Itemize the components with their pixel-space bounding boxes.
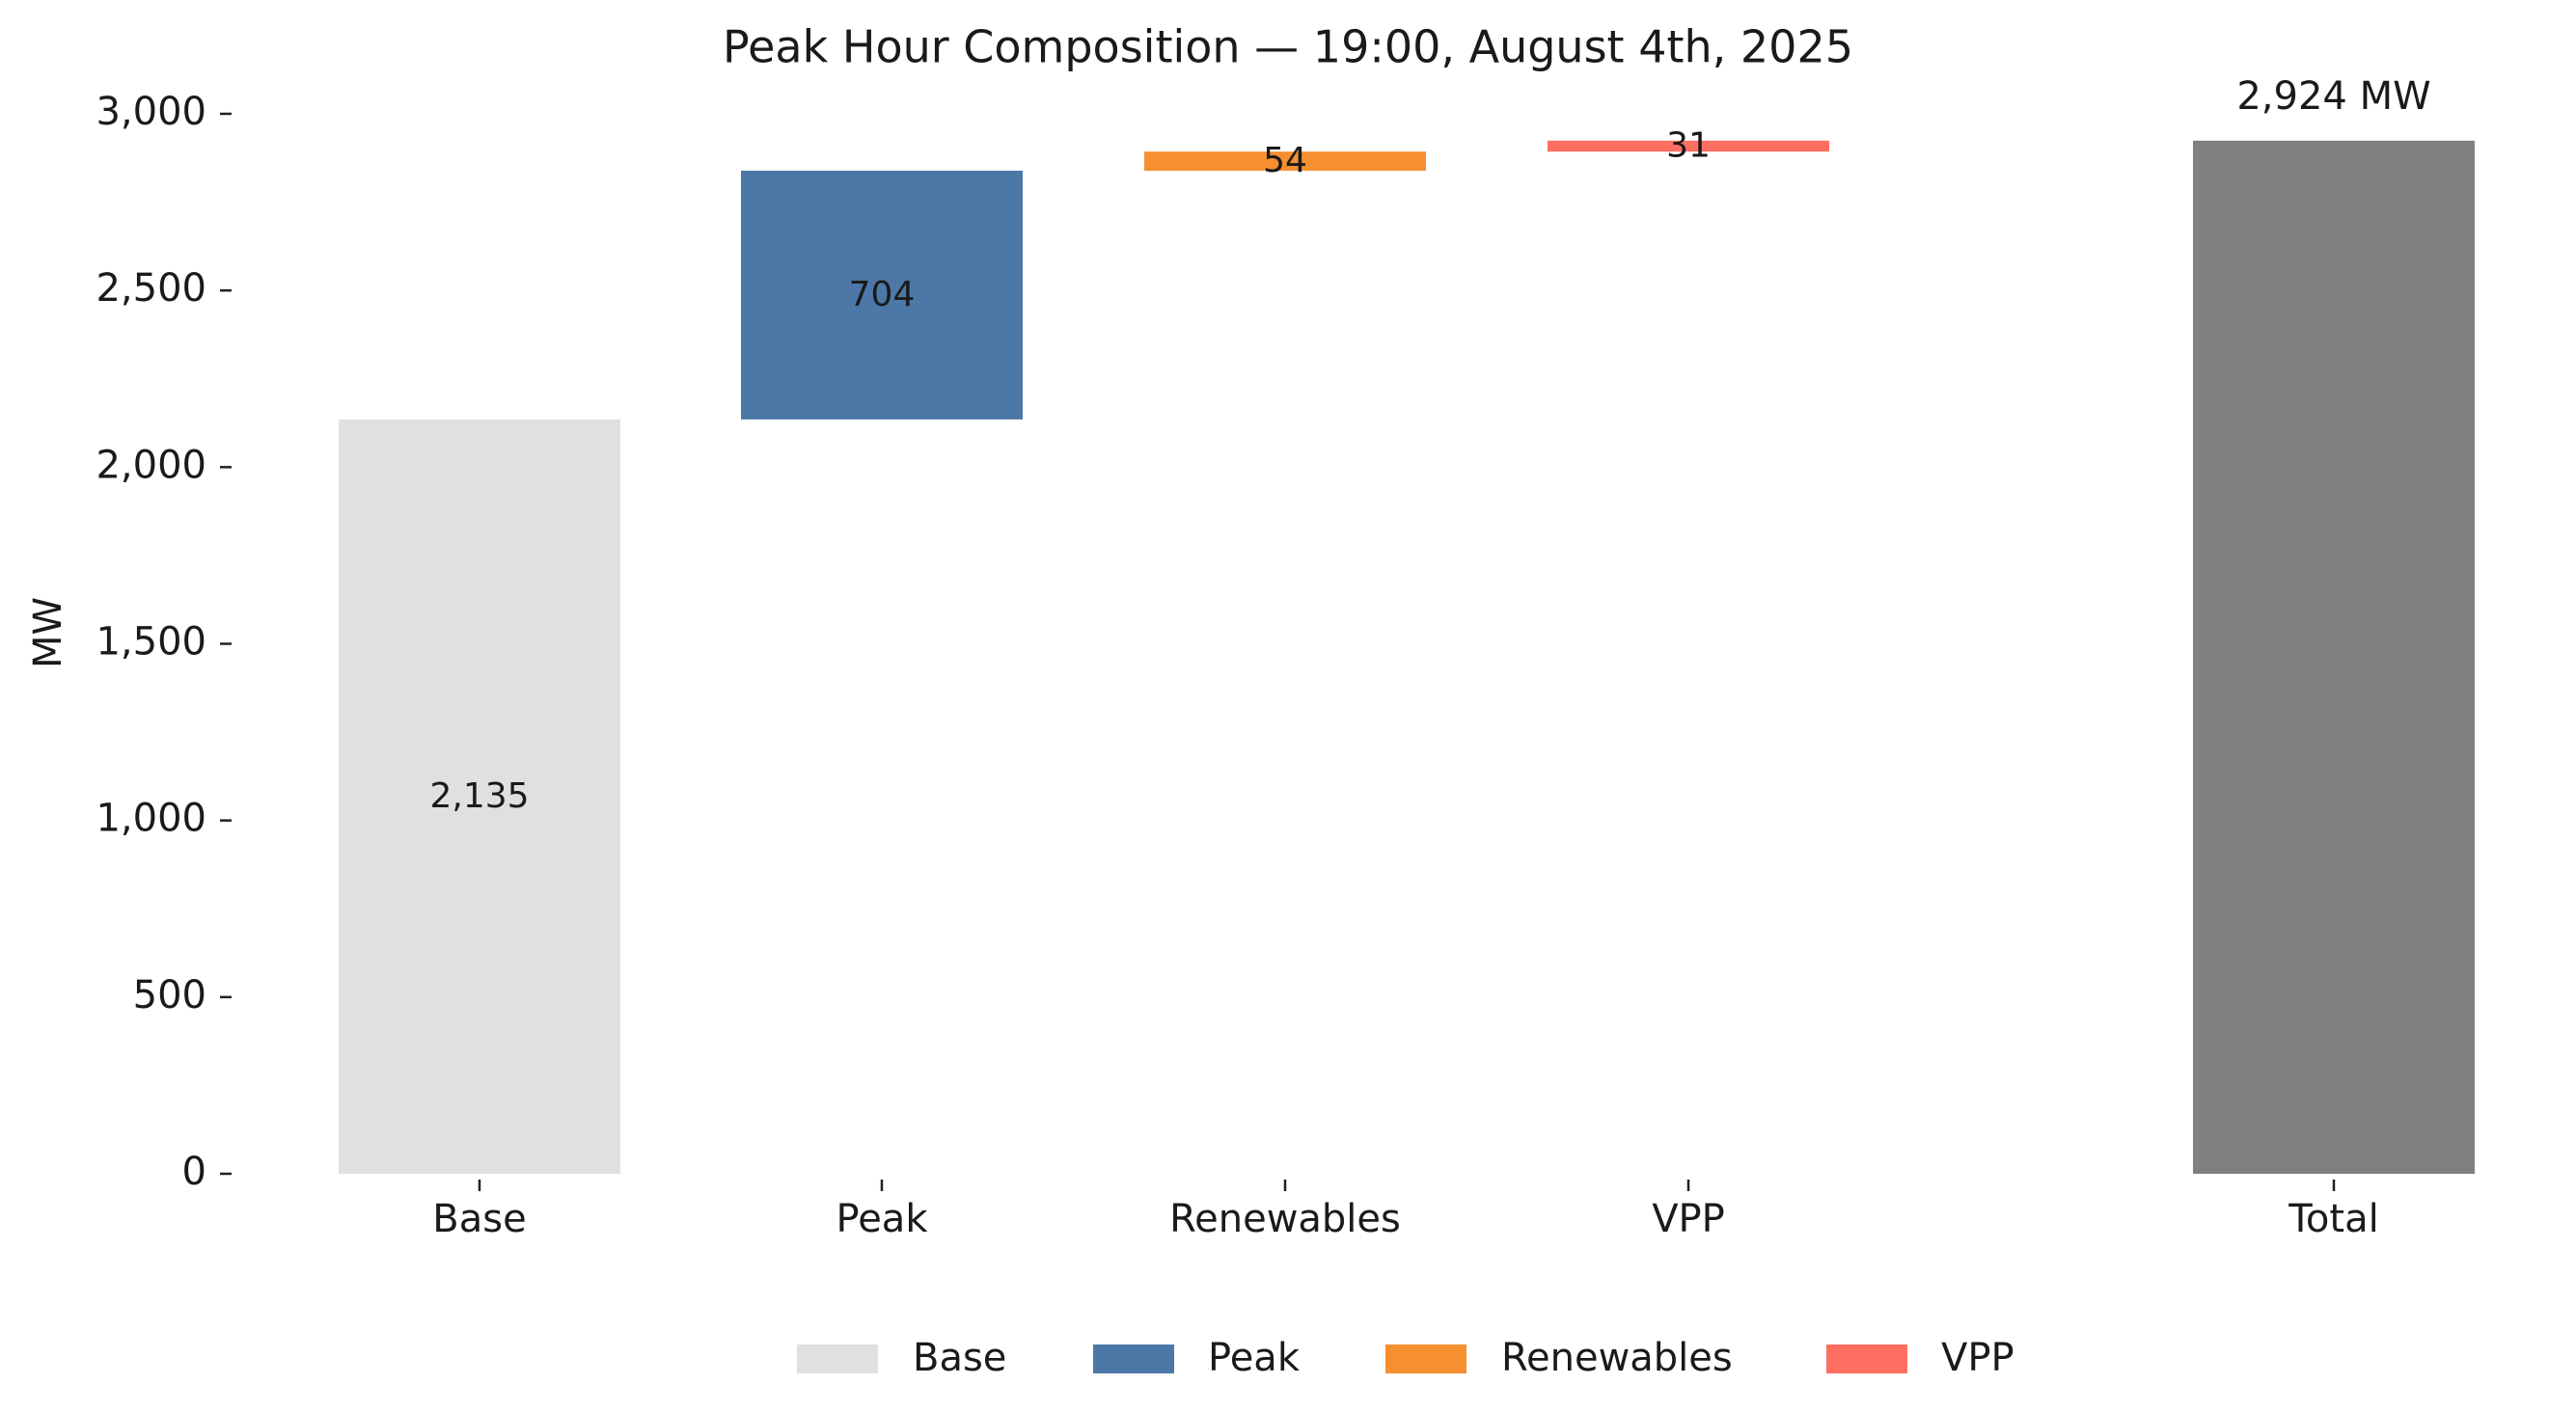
legend-label: Peak	[1208, 1336, 1301, 1380]
legend-label: Renewables	[1501, 1336, 1733, 1380]
legend-item-renewables: Renewables	[1385, 1336, 1733, 1380]
legend-label: VPP	[1941, 1336, 2014, 1380]
legend-item-base: Base	[797, 1336, 1006, 1380]
y-tick-label: 3,000	[96, 90, 206, 134]
data-label-total: 2,924 MW	[2236, 74, 2430, 119]
legend-label: Base	[913, 1336, 1006, 1380]
y-axis: 0 500 1,000 1,500 2,000 2,500 3,000	[96, 90, 232, 1194]
x-tick-label: Total	[2288, 1197, 2378, 1241]
bar-renewables	[1144, 151, 1426, 171]
x-tick-label: VPP	[1652, 1197, 1725, 1241]
x-axis: Base Peak Renewables VPP Total	[432, 1180, 2379, 1241]
y-axis-label: MW	[26, 597, 70, 668]
bar-total	[2193, 140, 2475, 1175]
bar-base	[339, 419, 620, 1175]
data-label-base: 2,135	[429, 776, 529, 816]
legend-swatch	[1826, 1344, 1907, 1373]
legend: Base Peak Renewables VPP	[797, 1336, 2014, 1380]
data-label-vpp: 31	[1666, 126, 1711, 166]
chart-title: Peak Hour Composition — 19:00, August 4t…	[723, 21, 1853, 73]
data-label-peak: 704	[849, 275, 916, 314]
y-tick-label: 2,500	[96, 266, 206, 311]
y-tick-label: 1,000	[96, 797, 206, 841]
x-tick-label: Renewables	[1169, 1197, 1401, 1241]
y-tick-label: 2,000	[96, 443, 206, 487]
x-tick-label: Peak	[836, 1197, 929, 1241]
y-tick-label: 0	[182, 1150, 206, 1194]
data-label-renewables: 54	[1263, 141, 1307, 180]
x-tick-label: Base	[432, 1197, 526, 1241]
legend-swatch	[797, 1344, 878, 1373]
y-tick-label: 1,500	[96, 620, 206, 665]
bars	[339, 140, 2475, 1175]
legend-item-peak: Peak	[1093, 1336, 1301, 1380]
bar-vpp	[1548, 140, 1829, 152]
legend-swatch	[1093, 1344, 1174, 1373]
legend-item-vpp: VPP	[1826, 1336, 2014, 1380]
bar-peak	[741, 170, 1023, 420]
data-labels: 2,135 704 54 31 2,924 MW	[429, 74, 2430, 816]
legend-swatch	[1385, 1344, 1466, 1373]
y-tick-label: 500	[133, 973, 206, 1018]
